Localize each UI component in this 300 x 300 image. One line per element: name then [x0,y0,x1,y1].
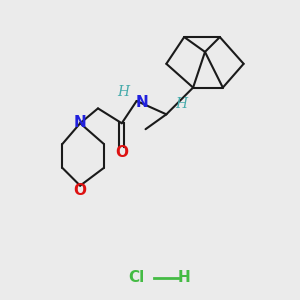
Text: O: O [116,145,129,160]
Text: H: H [178,270,190,285]
Text: N: N [136,95,148,110]
Text: Cl: Cl [128,270,145,285]
Text: H: H [117,85,129,99]
Text: H: H [175,97,187,111]
Text: O: O [74,183,86,198]
Text: N: N [74,115,87,130]
